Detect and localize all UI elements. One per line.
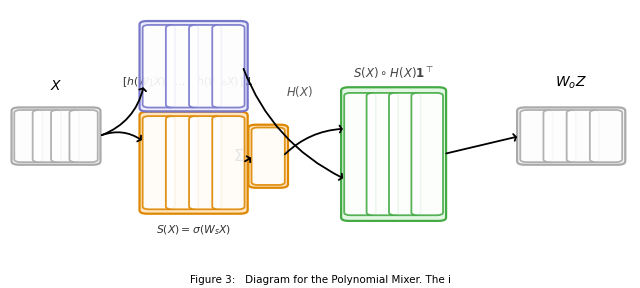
FancyBboxPatch shape — [367, 93, 398, 215]
FancyBboxPatch shape — [140, 21, 248, 111]
Text: $[h(W_1X);\ldots;\prod_m^k h(W_m X)]\,\mathbf{1}$: $[h(W_1X);\ldots;\prod_m^k h(W_m X)]\,\m… — [122, 64, 253, 99]
FancyBboxPatch shape — [566, 110, 599, 162]
FancyBboxPatch shape — [70, 110, 98, 162]
FancyBboxPatch shape — [212, 116, 244, 209]
Text: $W_o Z$: $W_o Z$ — [556, 75, 587, 92]
FancyBboxPatch shape — [517, 107, 625, 165]
Text: $S(X) \circ H(X)\mathbf{1}^{\top}$: $S(X) \circ H(X)\mathbf{1}^{\top}$ — [353, 65, 434, 81]
FancyBboxPatch shape — [412, 93, 443, 215]
FancyBboxPatch shape — [14, 110, 42, 162]
FancyBboxPatch shape — [189, 25, 221, 107]
FancyBboxPatch shape — [51, 110, 79, 162]
FancyBboxPatch shape — [389, 93, 420, 215]
FancyBboxPatch shape — [252, 128, 285, 185]
Text: $S(X) = \sigma(W_s X)$: $S(X) = \sigma(W_s X)$ — [156, 223, 231, 237]
Text: $H(X)$: $H(X)$ — [287, 84, 314, 99]
FancyBboxPatch shape — [166, 25, 198, 107]
FancyBboxPatch shape — [520, 110, 552, 162]
FancyBboxPatch shape — [33, 110, 61, 162]
FancyBboxPatch shape — [543, 110, 576, 162]
FancyBboxPatch shape — [166, 116, 198, 209]
FancyBboxPatch shape — [344, 93, 376, 215]
FancyBboxPatch shape — [140, 112, 248, 214]
Text: $X$: $X$ — [50, 79, 62, 93]
FancyBboxPatch shape — [143, 116, 175, 209]
FancyBboxPatch shape — [590, 110, 622, 162]
FancyBboxPatch shape — [212, 25, 244, 107]
FancyBboxPatch shape — [12, 107, 100, 165]
FancyBboxPatch shape — [189, 116, 221, 209]
Text: $\Sigma$: $\Sigma$ — [233, 148, 243, 164]
Text: Figure 3:   Diagram for the Polynomial Mixer. The i: Figure 3: Diagram for the Polynomial Mix… — [189, 275, 451, 285]
FancyBboxPatch shape — [143, 25, 175, 107]
FancyBboxPatch shape — [341, 87, 446, 221]
FancyBboxPatch shape — [248, 125, 288, 188]
